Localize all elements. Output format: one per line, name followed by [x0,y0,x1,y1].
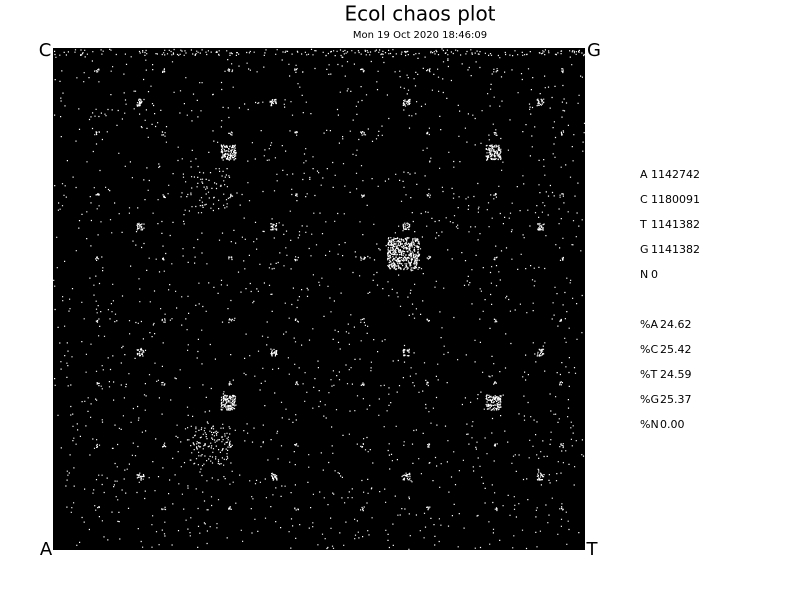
stat-value: 25.37 [660,393,692,406]
stat-label: %N [640,418,659,431]
stat-value: 25.42 [660,343,692,356]
stat-value: 24.59 [660,368,692,381]
corner-label: T [586,539,599,560]
plot-area [53,48,585,550]
stat-value: 1141382 [651,218,700,231]
subtitle: Mon 19 Oct 2020 18:46:09 [353,30,487,41]
stat-value: 1180091 [651,193,700,206]
stat-label: N [640,268,648,281]
title: Ecol chaos plot [344,2,495,26]
stat-label: C [640,193,648,206]
corner-label: G [587,40,601,61]
stat-value: 24.62 [660,318,692,331]
stat-value: 0 [651,268,658,281]
stat-label: %G [640,393,659,406]
corner-label: C [39,40,52,61]
stat-value: 1142742 [651,168,700,181]
stat-label: %A [640,318,658,331]
stat-value: 0.00 [660,418,685,431]
stat-label: A [640,168,648,181]
stat-label: G [640,243,649,256]
stat-label: %T [640,368,657,381]
corner-label: A [40,539,53,560]
stat-value: 1141382 [651,243,700,256]
stat-label: T [639,218,647,231]
stat-label: %C [640,343,658,356]
